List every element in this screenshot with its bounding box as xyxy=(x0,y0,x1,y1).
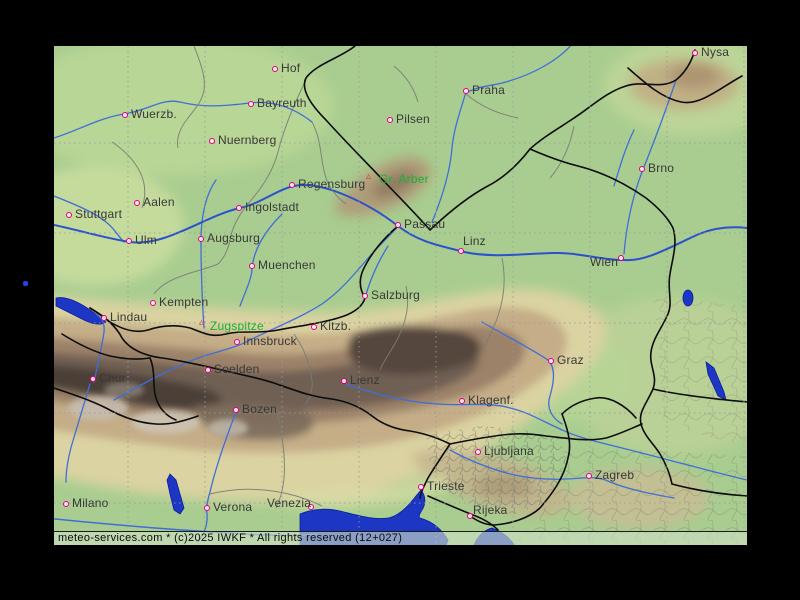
city-marker xyxy=(149,299,156,306)
city-label: Zagreb xyxy=(595,468,635,482)
grid-lines xyxy=(54,46,747,545)
city-marker xyxy=(457,247,464,254)
city-label: Praha xyxy=(472,83,506,97)
city-label: Ulm xyxy=(135,233,157,247)
city-marker xyxy=(197,235,204,242)
city-marker xyxy=(361,292,368,299)
city-marker xyxy=(386,116,393,123)
city-label: Stuttgart xyxy=(75,207,123,221)
city-label: Graz xyxy=(557,353,584,367)
city-label: Passau xyxy=(404,217,446,231)
peak-marker: ▵ xyxy=(199,317,205,328)
city-marker xyxy=(585,472,592,479)
city-marker xyxy=(310,323,317,330)
city-label: Bozen xyxy=(242,402,278,416)
admin-borders xyxy=(111,46,575,509)
city-marker xyxy=(462,87,469,94)
city-label: Bayreuth xyxy=(257,96,307,110)
city-marker xyxy=(307,503,314,510)
city-label: Milano xyxy=(72,496,109,510)
city-label: Wuerzb. xyxy=(131,107,177,121)
city-label: Verona xyxy=(213,500,253,514)
city-marker xyxy=(133,199,140,206)
city-marker xyxy=(247,100,254,107)
city-label: Ingolstadt xyxy=(245,200,300,214)
city-marker xyxy=(271,65,278,72)
city-marker xyxy=(232,406,239,413)
croatia-admin-mesh xyxy=(514,446,747,545)
city-marker xyxy=(417,483,424,490)
city-marker xyxy=(89,375,96,382)
city-label: Ljubljana xyxy=(484,444,534,458)
city-marker xyxy=(394,221,401,228)
country-borders xyxy=(54,46,747,531)
city-marker xyxy=(121,111,128,118)
city-marker xyxy=(65,211,72,218)
city-label: Pilsen xyxy=(396,112,430,126)
city-marker xyxy=(248,262,255,269)
city-label: Nuernberg xyxy=(218,133,277,147)
city-marker xyxy=(466,512,473,519)
city-label: Rijeka xyxy=(473,503,508,517)
city-marker xyxy=(474,448,481,455)
city-label: Wien xyxy=(590,255,619,269)
copyright-bar: meteo-services.com * (c)2025 IWKF * All … xyxy=(54,531,747,545)
city-label: Brno xyxy=(648,161,675,175)
city-marker xyxy=(204,366,211,373)
stray-dot xyxy=(23,281,28,286)
city-marker xyxy=(547,357,554,364)
city-label: Kempten xyxy=(159,295,209,309)
city-label: Augsburg xyxy=(207,231,260,245)
city-marker xyxy=(617,254,624,261)
city-label: Chur xyxy=(99,371,126,385)
city-label: Nysa xyxy=(701,46,730,59)
peak-label: Zugspitze xyxy=(210,319,264,333)
city-label: Lienz xyxy=(350,373,380,387)
city-label: Klagenf. xyxy=(468,393,514,407)
city-marker xyxy=(208,137,215,144)
city-label: Aalen xyxy=(143,195,175,209)
city-marker xyxy=(235,204,242,211)
city-label: Kitzb. xyxy=(320,319,352,333)
city-label: Hof xyxy=(281,61,301,75)
city-marker xyxy=(340,377,347,384)
city-label: Venezia xyxy=(267,496,312,510)
city-label: Regensburg xyxy=(298,177,366,191)
city-marker xyxy=(125,237,132,244)
peak-label: Gr. Arber xyxy=(379,172,429,186)
city-marker xyxy=(288,181,295,188)
east-austria-admin-mesh xyxy=(654,296,747,446)
city-marker xyxy=(100,314,107,321)
city-marker xyxy=(233,338,240,345)
city-label: Muenchen xyxy=(258,258,316,272)
city-marker xyxy=(638,165,645,172)
terrain-graphic xyxy=(54,46,747,545)
city-marker xyxy=(203,504,210,511)
city-label: Innsbruck xyxy=(243,334,297,348)
city-label: Linz xyxy=(463,234,486,248)
peak-marker: ▵ xyxy=(366,171,372,182)
city-label: Trieste xyxy=(427,479,465,493)
city-marker xyxy=(62,500,69,507)
city-label: Salzburg xyxy=(371,288,420,302)
city-marker xyxy=(691,49,698,56)
elevation-map: Nysa Hof Praha Bayreuth Wuerzb. Pilsen Nuernbe… xyxy=(54,46,747,545)
city-label: Lindau xyxy=(110,310,148,324)
city-marker xyxy=(458,397,465,404)
city-label: Soelden xyxy=(214,362,260,376)
